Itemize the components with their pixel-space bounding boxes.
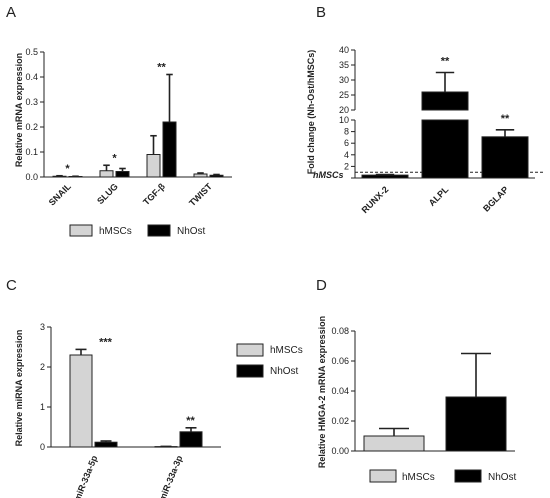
bar-nhost [209,174,224,178]
x-category-label: miR-33a-5p [72,454,100,498]
y-tick-label: 1 [40,402,45,412]
significance-marker: * [112,152,117,164]
bar-hmscs [363,435,425,452]
significance-marker: ** [186,415,195,427]
x-category-label: SLUG [95,181,120,206]
y-tick-label: 35 [339,60,349,70]
y-tick-label: 0.08 [331,326,349,336]
bar-hmscs [193,173,208,178]
panel-b-y-axis-title: Fold change (Nh-Ost/hMSCs) [306,50,316,175]
x-category-label: miR-33a-3p [157,454,185,498]
panel-label-a: A [6,4,16,21]
bar-nhost-lower [421,119,469,179]
y-tick-label: 0.04 [331,386,349,396]
y-tick-label: 6 [344,138,349,148]
bar-hmscs [99,170,114,178]
x-category-label: RUNX-2 [360,184,391,215]
bar-nhost [361,174,409,179]
legend-a-nhost-swatch [147,224,171,237]
y-tick-label: 0.4 [25,72,38,82]
significance-marker: * [65,163,70,175]
y-tick-label: 2 [344,161,349,171]
x-category-label: ALPL [427,184,451,208]
panel-label-d: D [316,277,327,294]
panel-d-chart: 0.00 0.02 0.04 0.06 0.08 [331,326,515,456]
significance-marker: *** [99,336,113,348]
x-category-label: TWIST [187,181,214,208]
legend-a-hmscs-label: hMSCs [99,226,132,237]
y-tick-label: 0.5 [25,47,38,57]
panel-label-c: C [6,277,17,294]
panel-d-y-axis-title: Relative HMGA-2 mRNA expression [317,316,327,468]
bar-nhost [179,431,203,448]
y-tick-label: 0 [40,442,45,452]
x-category-label: SNAIL [47,181,74,208]
legend-c-hmscs-label: hMSCs [270,345,303,356]
legend-c-hmscs-swatch [236,343,264,357]
legend-d-nhost-label: NhOst [488,472,517,483]
panel-c-chart: 0 1 2 3 *** miR-33a-5p ** miR-33a-3p [40,322,221,498]
y-tick-label: 40 [339,45,349,55]
y-tick-label: 0.06 [331,356,349,366]
legend-a-nhost-label: NhOst [177,226,206,237]
bar-nhost [162,121,177,178]
y-tick-label: 0.00 [331,446,349,456]
bar-hmscs [69,354,93,448]
x-category-label: BGLAP [481,184,510,213]
legend-d-hmscs-label: hMSCs [402,472,435,483]
y-tick-label: 0.02 [331,416,349,426]
legend-d-nhost-swatch [454,469,482,483]
significance-marker: ** [157,62,166,74]
legend-c-nhost-swatch [236,364,264,378]
y-tick-label: 4 [344,150,349,160]
y-tick-label: 10 [339,115,349,125]
bar-nhost [115,171,130,178]
legend-c-nhost-label: NhOst [270,366,299,377]
y-tick-label: 0.1 [25,147,38,157]
y-tick-label: 0.3 [25,97,38,107]
bar-hmscs [146,154,161,178]
y-tick-label: 8 [344,127,349,137]
y-tick-label: 25 [339,90,349,100]
significance-marker: ** [501,113,510,125]
panel-c-y-axis-title: Relative miRNA expression [14,330,24,447]
legend-d-hmscs-swatch [369,469,397,483]
significance-marker: ** [441,56,450,68]
bar-nhost [94,441,118,448]
y-tick-label: 30 [339,75,349,85]
y-tick-label: 2 [40,362,45,372]
y-tick-label: 20 [339,105,349,115]
y-tick-label: 0.0 [25,172,38,182]
panel-label-b: B [316,4,326,21]
panel-a-chart: 0.0 0.1 0.2 0.3 0.4 0.5 * SNAIL * SLUG ** TGF-β TWIS… [25,47,232,208]
y-tick-label: 0.2 [25,122,38,132]
bar-nhost-upper [421,91,469,111]
bar-nhost [481,136,529,179]
bar-nhost [445,396,507,452]
x-category-label: TGF-β [141,181,167,207]
panel-a-y-axis-title: Relative mRNA expression [14,53,24,167]
y-tick-label: 3 [40,322,45,332]
legend-a-hmscs-swatch [69,224,93,237]
panel-b-reference-label: hMSCs [313,170,344,180]
